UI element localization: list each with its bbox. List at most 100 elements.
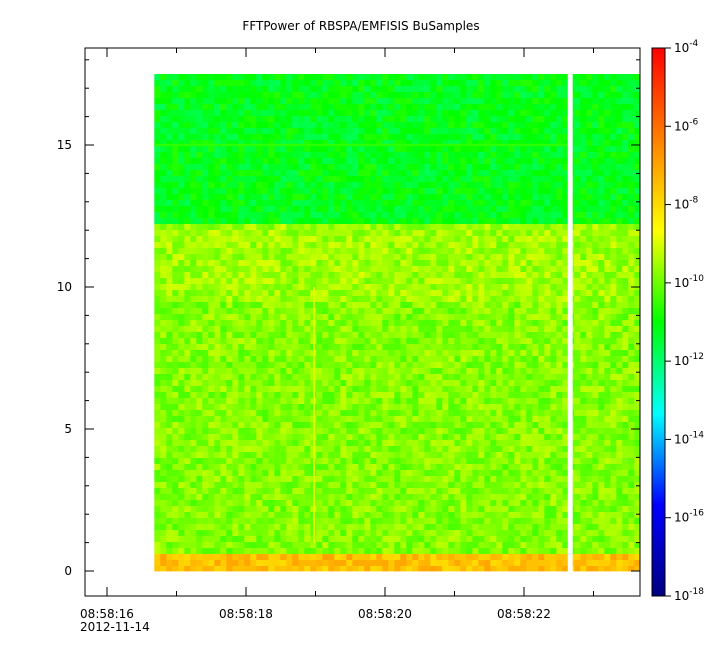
spectrogram-cell — [280, 104, 287, 111]
spectrogram-cell — [322, 188, 329, 195]
spectrogram-cell — [628, 230, 635, 237]
spectrogram-cell — [220, 332, 227, 339]
spectrogram-cell — [472, 128, 479, 135]
spectrogram-cell — [316, 356, 323, 363]
spectrogram-cell — [556, 272, 563, 279]
spectrogram-cell — [490, 374, 497, 381]
spectrogram-cell — [154, 128, 161, 135]
spectrogram-cell — [328, 134, 335, 141]
spectrogram-cell — [202, 302, 209, 309]
spectrogram-cell — [358, 170, 365, 177]
spectrogram-cell — [598, 410, 605, 417]
spectrogram-cell — [508, 116, 515, 123]
spectrogram-cell — [214, 302, 221, 309]
spectrogram-cell — [250, 176, 257, 183]
spectrogram-cell — [334, 158, 341, 165]
spectrogram-cell — [478, 248, 485, 255]
spectrogram-cell — [370, 98, 377, 105]
spectrogram-cell — [550, 86, 557, 93]
spectrogram-cell — [454, 392, 461, 399]
spectrogram-cell — [616, 224, 623, 231]
spectrogram-cell — [364, 242, 371, 249]
spectrogram-cell — [526, 410, 533, 417]
spectrogram-cell — [508, 122, 515, 129]
spectrogram-cell — [190, 188, 197, 195]
spectrogram-cell — [292, 350, 299, 357]
spectrogram-cell — [520, 200, 527, 207]
spectrogram-cell — [346, 386, 353, 393]
spectrogram-cell — [244, 158, 251, 165]
spectrogram-cell — [400, 164, 407, 171]
spectrogram-cell — [430, 98, 437, 105]
spectrogram-cell — [520, 224, 527, 231]
spectrogram-cell — [460, 134, 467, 141]
spectrogram-cell — [328, 374, 335, 381]
spectrogram-cell — [256, 134, 263, 141]
spectrogram-cell — [178, 416, 185, 423]
spectrogram-cell — [424, 248, 431, 255]
spectrogram-cell — [496, 134, 503, 141]
spectrogram-cell — [502, 206, 509, 213]
spectrogram-cell — [520, 362, 527, 369]
spectrogram-cell — [406, 362, 413, 369]
spectrogram-cell — [412, 230, 419, 237]
spectrogram-cell — [454, 236, 461, 243]
spectrogram-cell — [244, 410, 251, 417]
spectrogram-cell — [262, 422, 269, 429]
spectrogram-cell — [622, 296, 629, 303]
spectrogram-cell — [184, 242, 191, 249]
spectrogram-cell — [154, 398, 161, 405]
spectrogram-cell — [268, 86, 275, 93]
spectrogram-cell — [370, 134, 377, 141]
spectrogram-cell — [490, 320, 497, 327]
spectrogram-cell — [208, 80, 215, 87]
spectrogram-cell — [334, 284, 341, 291]
spectrogram-cell — [430, 224, 437, 231]
spectrogram-cell — [442, 326, 449, 333]
spectrogram-cell — [280, 260, 287, 267]
spectrogram-cell — [406, 212, 413, 219]
spectrogram-cell — [154, 194, 161, 201]
spectrogram-cell — [502, 104, 509, 111]
spectrogram-cell — [172, 110, 179, 117]
spectrogram-cell — [358, 380, 365, 387]
spectrogram-cell — [454, 350, 461, 357]
spectrogram-cell — [610, 110, 617, 117]
spectrogram-cell — [574, 410, 581, 417]
spectrogram-cell — [346, 320, 353, 327]
spectrogram-cell — [238, 416, 245, 423]
spectrogram-cell — [628, 212, 635, 219]
spectrogram-cell — [382, 158, 389, 165]
spectrogram-cell — [364, 350, 371, 357]
spectrogram-cell — [340, 74, 347, 81]
spectrogram-cell — [382, 254, 389, 261]
spectrogram-cell — [226, 158, 233, 165]
spectrogram-cell — [304, 362, 311, 369]
spectrogram-cell — [532, 398, 539, 405]
spectrogram-cell — [478, 332, 485, 339]
spectrogram-cell — [346, 314, 353, 321]
spectrogram-cell — [490, 110, 497, 117]
spectrogram-cell — [310, 230, 317, 237]
spectrogram-cell — [592, 152, 599, 159]
spectrogram-cell — [178, 230, 185, 237]
spectrogram-cell — [610, 128, 617, 135]
spectrogram-cell — [604, 194, 611, 201]
spectrogram-cell — [310, 146, 317, 153]
spectrogram-cell — [280, 218, 287, 225]
spectrogram-cell — [220, 170, 227, 177]
spectrogram-cell — [388, 392, 395, 399]
spectrogram-cell — [454, 302, 461, 309]
spectrogram-cell — [196, 350, 203, 357]
spectrogram-cell — [508, 182, 515, 189]
spectrogram-cell — [400, 134, 407, 141]
spectrogram-cell — [460, 272, 467, 279]
spectrogram-cell — [484, 98, 491, 105]
spectrogram-cell — [310, 260, 317, 267]
spectrogram-cell — [322, 158, 329, 165]
spectrogram-cell — [232, 344, 239, 351]
spectrogram-cell — [154, 206, 161, 213]
spectrogram-cell — [304, 188, 311, 195]
spectrogram-cell — [616, 98, 623, 105]
spectrogram-cell — [604, 302, 611, 309]
